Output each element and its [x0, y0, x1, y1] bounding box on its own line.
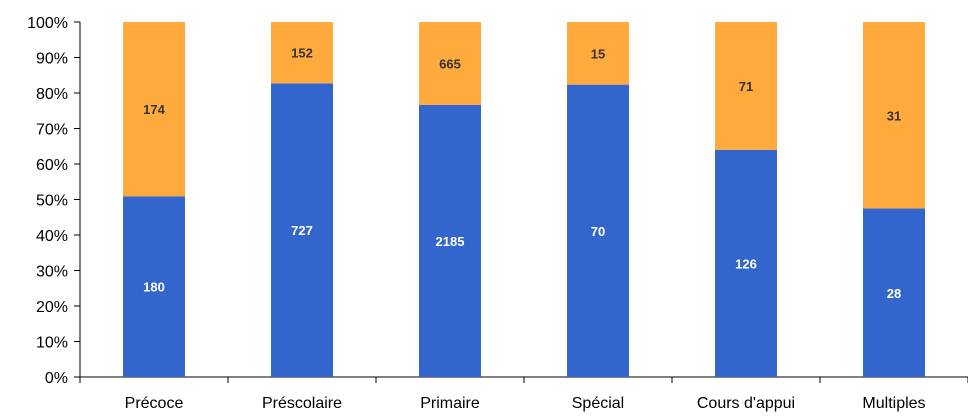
data-label: 126: [735, 256, 757, 271]
data-label: 31: [887, 108, 901, 123]
data-label: 70: [591, 224, 605, 239]
bar-segment-1: [863, 208, 925, 377]
bar-segment-1: [123, 196, 185, 377]
data-label: 28: [887, 286, 901, 301]
data-label: 727: [291, 223, 313, 238]
y-tick-label: 10%: [36, 335, 68, 352]
x-category-label: Spécial: [572, 395, 624, 412]
bar-segment-2: [863, 22, 925, 209]
data-labels: 180 174 727 152 2185 665 70 15 126 71 28 31: [143, 46, 901, 301]
bar-segment-2: [123, 22, 185, 197]
data-label: 174: [143, 102, 165, 117]
y-tick-label: 20%: [36, 299, 68, 316]
x-category-label: Cours d'appui: [697, 395, 795, 412]
bar-segment-2: [419, 22, 481, 105]
bar-segment-1: [271, 83, 333, 377]
data-label: 180: [143, 280, 165, 295]
x-axis: Précoce Préscolaire Primaire Spécial Cours d…: [79, 376, 968, 412]
data-label: 71: [739, 79, 753, 94]
bar-segment-2: [567, 22, 629, 85]
y-tick-label: 60%: [36, 157, 68, 174]
data-label: 665: [439, 56, 461, 71]
y-tick-label: 100%: [27, 15, 68, 32]
bar-segment-1: [419, 104, 481, 377]
x-category-label: Précoce: [125, 395, 184, 412]
y-tick-label: 30%: [36, 264, 68, 281]
y-tick-label: 50%: [36, 193, 68, 210]
bar-segment-1: [567, 84, 629, 377]
y-tick-label: 40%: [36, 228, 68, 245]
x-category-label: Primaire: [420, 395, 480, 412]
data-label: 152: [291, 46, 313, 61]
x-category-label: Préscolaire: [262, 395, 342, 412]
bar-segment-2: [271, 22, 333, 84]
x-category-label: Multiples: [862, 395, 925, 412]
y-axis: 0% 10% 20% 30% 40% 50% 60% 70% 80% 90% 100%: [27, 15, 81, 387]
y-tick-label: 90%: [36, 51, 68, 68]
y-tick-label: 70%: [36, 122, 68, 139]
bar-segment-1: [715, 149, 777, 377]
y-tick-label: 80%: [36, 86, 68, 103]
bar-segment-2: [715, 22, 777, 150]
y-tick-label: 0%: [45, 370, 68, 387]
data-label: 15: [591, 46, 605, 61]
bars: [123, 22, 925, 377]
data-label: 2185: [436, 234, 465, 249]
